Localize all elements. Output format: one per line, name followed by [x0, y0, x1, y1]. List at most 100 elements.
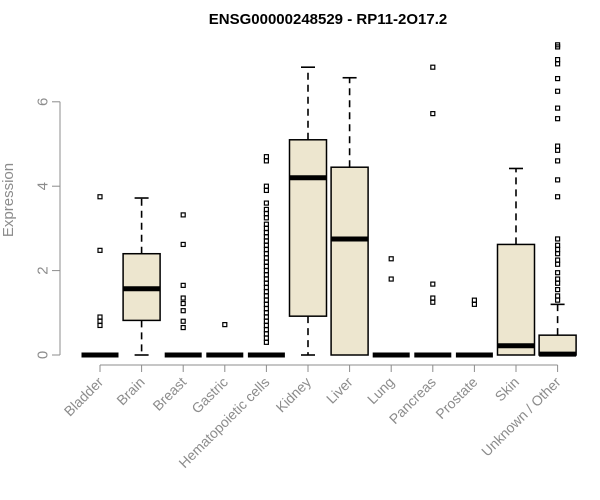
outlier-point [263, 251, 269, 257]
outlier-point [554, 147, 561, 153]
outlier-point [430, 281, 436, 287]
outlier-point [263, 289, 269, 295]
outlier-point [430, 111, 436, 117]
box-group-lung [372, 256, 410, 358]
x-tick-label: Prostate [432, 374, 480, 422]
x-tick-label: Kidney [273, 374, 315, 416]
y-tick-label: 4 [35, 182, 52, 190]
box-group-bladder [81, 194, 119, 358]
outlier-point [263, 183, 269, 189]
box [496, 243, 536, 356]
box-group-gastric [206, 322, 244, 358]
outlier-point [554, 261, 561, 267]
outlier-point [97, 194, 103, 200]
outlier-point [554, 276, 561, 282]
outlier-point [554, 257, 561, 263]
box-group-brain [122, 197, 161, 356]
outlier-point [430, 299, 436, 305]
outlier-point [180, 282, 186, 288]
outlier-point [180, 300, 186, 307]
outlier-point [388, 276, 394, 282]
outlier-point [263, 268, 269, 274]
box-group-hematopoietic-cells [247, 154, 285, 358]
y-tick-label: 6 [35, 98, 52, 106]
outlier-point [263, 305, 269, 312]
outlier-point [263, 158, 269, 164]
outlier-point [180, 241, 186, 248]
outlier-point [263, 255, 269, 261]
x-tick-label: Lung [364, 374, 397, 407]
outlier-point [180, 308, 186, 314]
outlier-point [388, 256, 394, 262]
outlier-point [263, 206, 269, 213]
outlier-point [554, 177, 561, 183]
outlier-point [263, 200, 269, 206]
outlier-point [554, 242, 561, 248]
outlier-point [263, 280, 269, 286]
x-tick-label: Liver [323, 374, 356, 407]
outlier-point [554, 143, 561, 149]
outlier-point [263, 263, 269, 269]
chart-title: ENSG00000248529 - RP11-2O17.2 [209, 11, 448, 28]
box-group-breast [164, 212, 202, 358]
outlier-point [554, 194, 561, 200]
outlier-point [263, 259, 269, 265]
outlier-point [554, 293, 561, 299]
outlier-point [180, 295, 186, 301]
outlier-point [263, 215, 269, 221]
outlier-point [554, 61, 561, 67]
outlier-point [263, 327, 269, 333]
box-group-prostate [455, 297, 493, 358]
outlier-point [263, 339, 269, 345]
outlier-point [263, 234, 269, 240]
outlier-point [222, 322, 228, 328]
outlier-point [263, 297, 269, 303]
outlier-point [554, 88, 561, 94]
plot-area [81, 42, 577, 358]
outlier-point [263, 301, 269, 307]
x-tick-label: Bladder [61, 374, 107, 420]
outlier-point [263, 276, 269, 282]
outlier-point [554, 286, 561, 293]
outlier-point [471, 297, 477, 303]
x-tick-label: Skin [492, 374, 523, 405]
outlier-point [554, 116, 561, 122]
outlier-point [263, 272, 269, 278]
outlier-point [180, 318, 186, 324]
outlier-point [554, 251, 561, 257]
outlier-point [263, 314, 269, 320]
x-tick-label: Breast [149, 374, 189, 414]
x-tick-label: Unknown / Other [478, 374, 564, 460]
outlier-point [97, 318, 103, 324]
y-tick-label: 0 [35, 351, 52, 359]
box-group-unknown-other [538, 42, 577, 357]
box-group-liver [330, 76, 369, 356]
outlier-point [554, 105, 561, 111]
y-axis-label: Expression [0, 163, 17, 237]
outlier-point [97, 247, 103, 253]
y-tick-label: 2 [35, 266, 52, 274]
outlier-point [554, 75, 561, 82]
outlier-point [263, 242, 269, 248]
outlier-point [97, 314, 103, 320]
outlier-point [263, 246, 269, 253]
outlier-point [263, 310, 269, 316]
outlier-point [263, 284, 269, 291]
outlier-point [554, 158, 561, 164]
outlier-point [430, 295, 436, 301]
outlier-point [554, 280, 561, 286]
box [330, 166, 369, 356]
outlier-point [263, 221, 269, 227]
box [288, 139, 328, 317]
outlier-point [263, 331, 269, 337]
outlier-point [471, 301, 477, 307]
outlier-point [430, 64, 436, 70]
outlier-point [554, 297, 561, 303]
box-group-kidney [288, 66, 328, 356]
outlier-point [554, 44, 561, 50]
outlier-point [263, 238, 269, 244]
outlier-point [554, 56, 561, 63]
outlier-point [554, 236, 561, 242]
outlier-point [263, 187, 269, 194]
outlier-point [554, 270, 561, 276]
